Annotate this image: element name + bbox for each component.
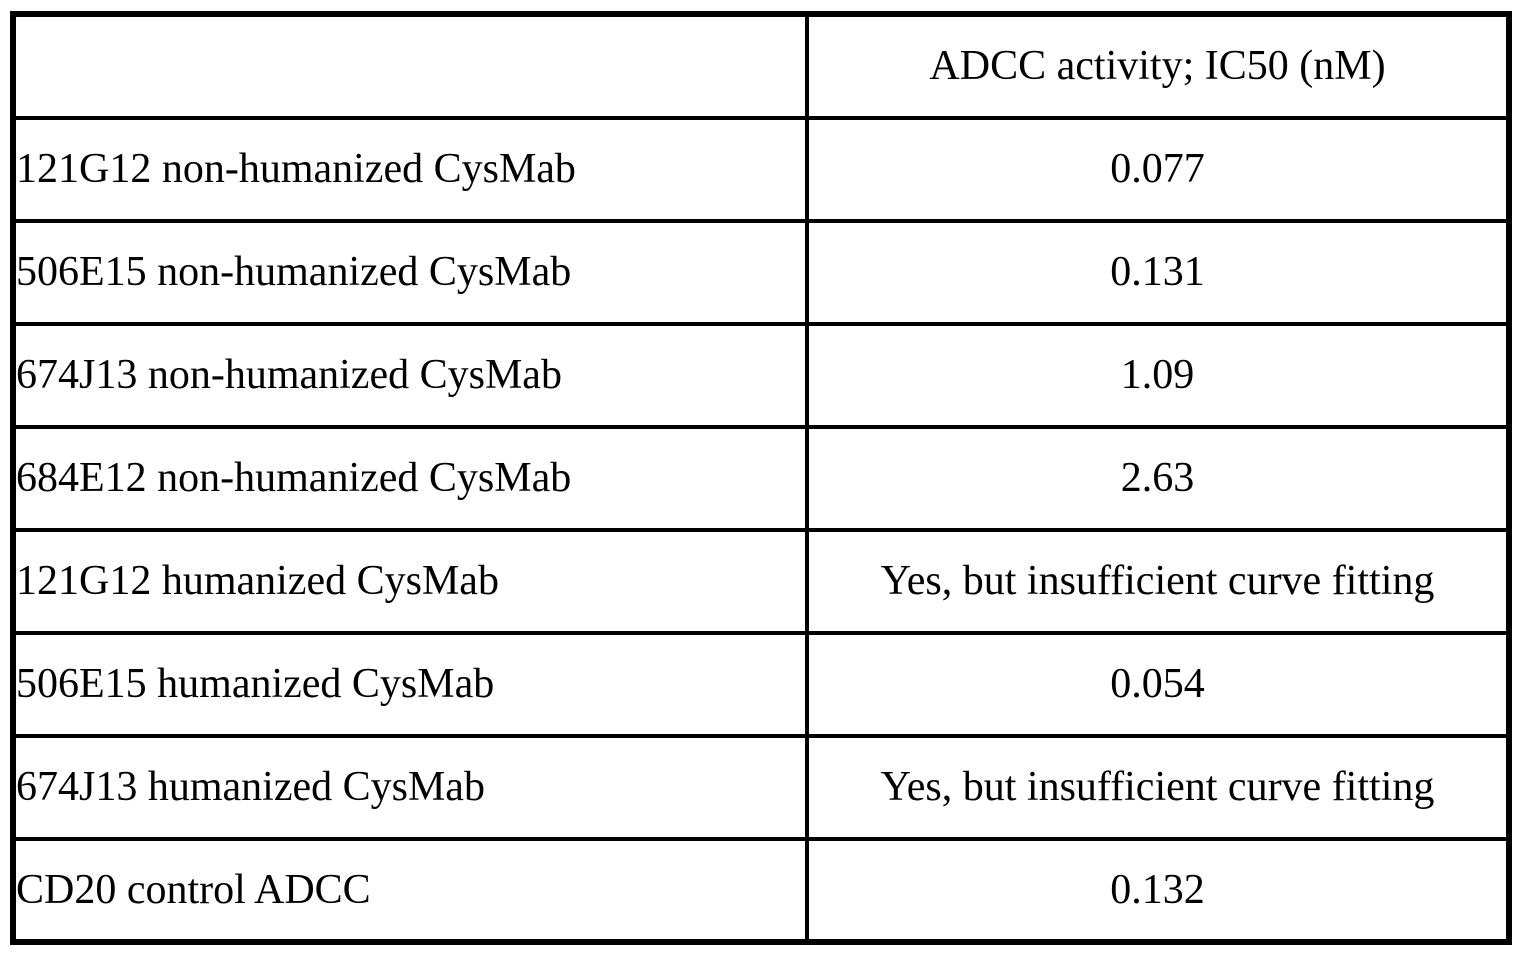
adcc-ic50-column-header: ADCC activity; IC50 (nM) [805, 12, 1511, 120]
table-row: 684E12 non-humanized CysMab 2.63 [11, 425, 1511, 532]
table-row: 506E15 humanized CysMab 0.054 [11, 631, 1511, 738]
row-value-cell: 0.131 [805, 219, 1511, 326]
row-value-cell: 0.077 [805, 116, 1511, 223]
row-label-cell: 674J13 humanized CysMab [11, 734, 809, 841]
row-label-cell: 506E15 humanized CysMab [11, 631, 809, 738]
row-label-cell: CD20 control ADCC [11, 837, 809, 944]
table-row: 674J13 non-humanized CysMab 1.09 [11, 322, 1511, 429]
row-value-cell: Yes, but insufficient curve fitting [805, 734, 1511, 841]
table-row: 121G12 humanized CysMab Yes, but insuffi… [11, 528, 1511, 635]
adcc-activity-table: ADCC activity; IC50 (nM) 121G12 non-huma… [10, 11, 1512, 945]
row-label-cell: 506E15 non-humanized CysMab [11, 219, 809, 326]
row-value-cell: 2.63 [805, 425, 1511, 532]
row-value-cell: 0.054 [805, 631, 1511, 738]
table-row: 121G12 non-humanized CysMab 0.077 [11, 116, 1511, 223]
row-label-cell: 674J13 non-humanized CysMab [11, 322, 809, 429]
row-label-cell: 684E12 non-humanized CysMab [11, 425, 809, 532]
row-value-cell: 0.132 [805, 837, 1511, 944]
table-row: CD20 control ADCC 0.132 [11, 837, 1511, 944]
table-row: 506E15 non-humanized CysMab 0.131 [11, 219, 1511, 326]
row-label-cell: 121G12 non-humanized CysMab [11, 116, 809, 223]
row-value-cell: Yes, but insufficient curve fitting [805, 528, 1511, 635]
table-header-row: ADCC activity; IC50 (nM) [11, 12, 1511, 120]
row-value-cell: 1.09 [805, 322, 1511, 429]
row-label-cell: 121G12 humanized CysMab [11, 528, 809, 635]
antibody-column-header [11, 12, 809, 120]
table-row: 674J13 humanized CysMab Yes, but insuffi… [11, 734, 1511, 841]
